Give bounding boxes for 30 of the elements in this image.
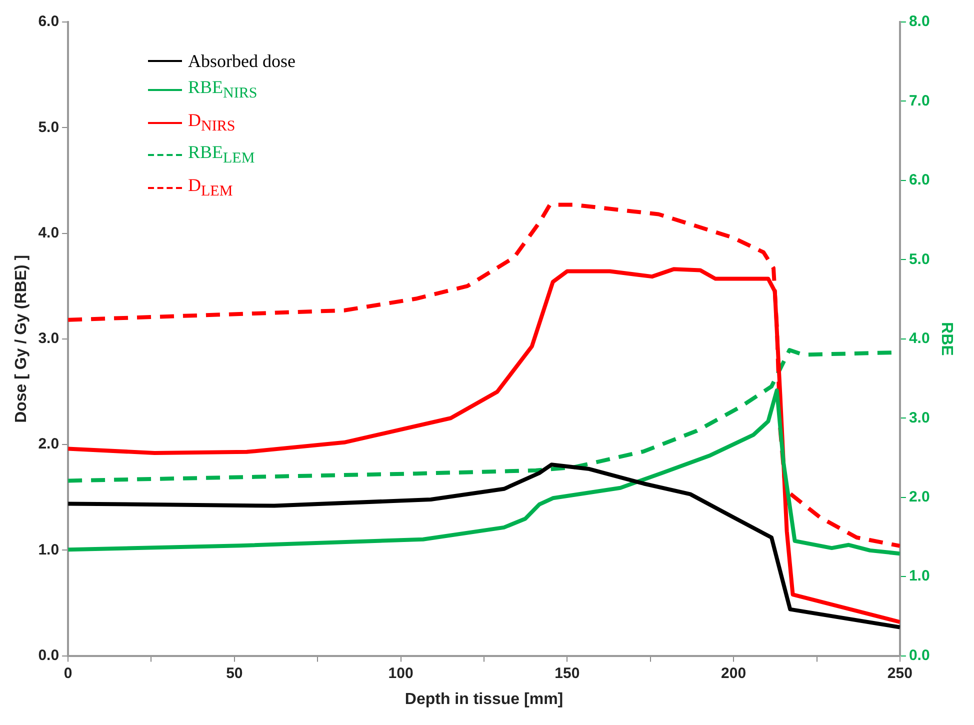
y2-tick-label: 5.0: [908, 250, 930, 268]
x-tick-label: 150: [554, 664, 580, 682]
y-axis-title: Dose [ Gy / Gy (RBE) ]: [13, 254, 30, 423]
y2-axis-title: RBE: [938, 322, 955, 356]
x-tick-label: 250: [887, 664, 912, 682]
legend-label: D$_{NIRS}$: [188, 108, 236, 136]
x-tick-label: 0: [64, 664, 72, 682]
y-tick-label: 0.0: [38, 646, 60, 664]
y-tick-label: 5.0: [38, 118, 60, 136]
legend-label: RBE$_{NIRS}$: [188, 76, 258, 104]
y-tick-label: 2.0: [38, 436, 60, 453]
legend-label: Absorbed dose: [188, 50, 296, 73]
y-tick-label: 4.0: [38, 224, 60, 242]
x-tick-label: 200: [721, 664, 746, 682]
y2-tick-label: 7.0: [908, 92, 930, 110]
x-axis-title: Depth in tissue [mm]: [404, 690, 564, 708]
x-tick-label: 100: [388, 664, 414, 682]
y2-tick-label: 3.0: [908, 409, 930, 426]
legend-label: RBE$_{LEM}$: [188, 141, 255, 169]
y2-tick-label: 4.0: [908, 330, 930, 348]
y-tick-label: 3.0: [38, 330, 60, 348]
y-tick-label: 6.0: [38, 13, 60, 30]
y2-tick-label: 6.0: [908, 172, 930, 189]
legend-label: D$_{LEM}$: [188, 174, 233, 202]
y2-tick-label: 0.0: [908, 646, 930, 664]
y-tick-label: 1.0: [38, 541, 60, 558]
y2-tick-label: 1.0: [908, 568, 930, 585]
x-tick-label: 50: [226, 664, 243, 682]
y2-tick-label: 2.0: [908, 488, 930, 506]
y2-tick-label: 8.0: [908, 13, 930, 30]
